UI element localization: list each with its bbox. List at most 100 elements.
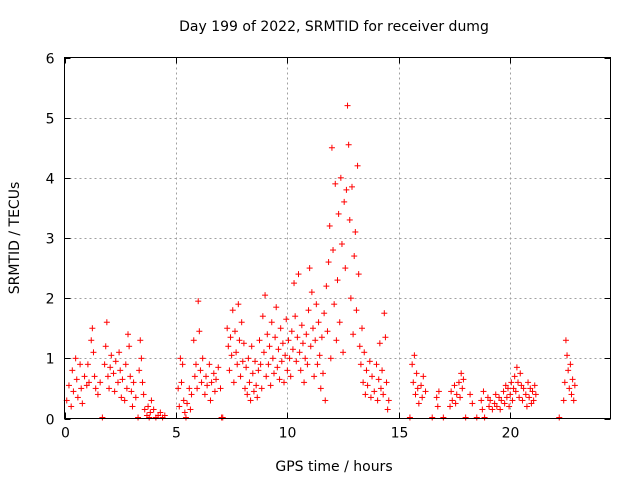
x-tick-label: 5 <box>172 426 181 442</box>
data-point <box>316 352 323 359</box>
data-point <box>125 331 132 338</box>
data-point <box>380 391 387 398</box>
data-point <box>304 361 311 368</box>
data-point <box>525 379 532 386</box>
data-point <box>418 382 425 389</box>
data-point <box>520 385 527 392</box>
data-point <box>139 379 146 386</box>
data-point <box>275 346 282 353</box>
data-point <box>506 403 513 410</box>
data-point <box>459 385 466 392</box>
data-point <box>519 397 526 404</box>
data-point <box>356 343 363 350</box>
data-point <box>298 322 305 329</box>
data-point <box>86 379 93 386</box>
data-point <box>415 400 422 407</box>
data-point <box>231 328 238 335</box>
data-point <box>88 337 95 344</box>
data-point <box>491 400 498 407</box>
data-point <box>569 376 576 383</box>
data-point <box>420 373 427 380</box>
data-point <box>324 328 331 335</box>
data-point <box>513 364 520 371</box>
data-point <box>295 271 302 278</box>
data-point <box>270 370 277 377</box>
data-point <box>286 355 293 362</box>
data-point <box>434 403 441 410</box>
data-point <box>146 414 153 421</box>
data-point <box>518 382 525 389</box>
data-point <box>293 358 300 365</box>
data-point <box>263 373 270 380</box>
data-point <box>111 388 118 395</box>
data-point <box>502 382 509 389</box>
data-point <box>97 379 104 386</box>
data-point <box>529 388 536 395</box>
data-point <box>360 379 367 386</box>
data-point <box>364 382 371 389</box>
data-point <box>508 379 515 386</box>
y-tick-label: 4 <box>46 172 55 188</box>
data-point <box>353 307 360 314</box>
data-point <box>264 331 271 338</box>
data-point <box>376 340 383 347</box>
data-point <box>335 210 342 217</box>
data-point <box>522 391 529 398</box>
data-point <box>373 361 380 368</box>
data-point <box>435 388 442 395</box>
data-point <box>103 319 110 326</box>
data-point <box>327 355 334 362</box>
data-point <box>347 295 354 302</box>
data-point <box>257 361 264 368</box>
data-point <box>246 379 253 386</box>
data-point <box>259 313 266 320</box>
data-point <box>348 183 355 190</box>
data-point <box>69 367 76 374</box>
data-point <box>346 216 353 223</box>
data-point <box>429 414 436 421</box>
data-point <box>79 400 86 407</box>
data-point <box>243 364 250 371</box>
data-point <box>453 391 460 398</box>
data-point <box>77 361 84 368</box>
data-point <box>383 379 390 386</box>
data-point <box>354 162 361 169</box>
data-point <box>314 361 321 368</box>
data-point <box>225 343 232 350</box>
y-tick-label: 6 <box>46 52 55 68</box>
data-point <box>148 397 155 404</box>
data-point <box>204 382 211 389</box>
data-point <box>382 334 389 341</box>
data-point <box>130 379 137 386</box>
data-point <box>207 397 214 404</box>
x-tick-label: 10 <box>279 426 297 442</box>
data-point <box>422 388 429 395</box>
data-point <box>381 310 388 317</box>
data-point <box>234 361 241 368</box>
y-tick-label: 3 <box>46 232 55 248</box>
data-point <box>279 340 286 347</box>
data-point <box>145 403 152 410</box>
data-point <box>467 391 474 398</box>
data-point <box>374 397 381 404</box>
data-point <box>233 349 240 356</box>
data-point <box>317 385 324 392</box>
data-point <box>419 394 426 401</box>
data-point <box>377 385 384 392</box>
data-point <box>303 331 310 338</box>
data-point <box>560 397 567 404</box>
data-point <box>123 385 130 392</box>
data-point <box>81 373 88 380</box>
data-point <box>323 283 330 290</box>
data-point <box>254 394 261 401</box>
data-point <box>411 352 418 359</box>
data-point <box>229 307 236 314</box>
data-point <box>384 406 391 413</box>
data-point <box>278 358 285 365</box>
data-point <box>350 331 357 338</box>
data-point <box>137 337 144 344</box>
data-point <box>530 397 537 404</box>
data-point <box>462 414 469 421</box>
data-point <box>322 397 329 404</box>
data-point <box>161 412 168 419</box>
